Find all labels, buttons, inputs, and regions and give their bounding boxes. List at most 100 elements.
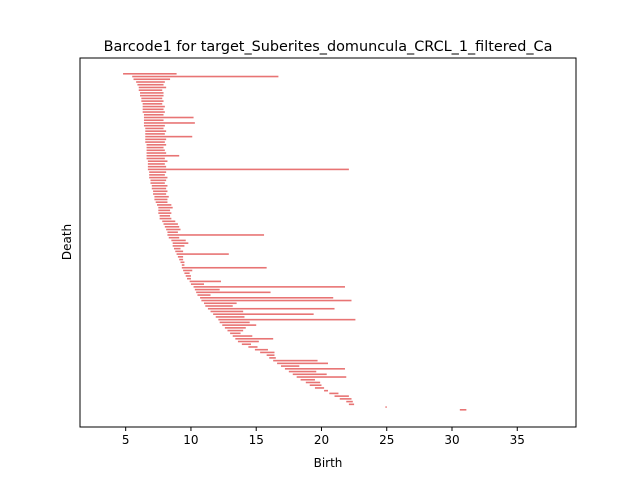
barcode-bar bbox=[346, 400, 353, 403]
barcode-bar bbox=[173, 247, 181, 250]
barcode-bar bbox=[138, 86, 167, 89]
barcode-bar bbox=[181, 266, 267, 269]
barcode-bar bbox=[334, 395, 349, 397]
barcode-bar bbox=[142, 111, 165, 113]
x-tick-label: 20 bbox=[314, 433, 329, 447]
barcode-bar bbox=[200, 297, 334, 299]
barcode-bar bbox=[175, 250, 184, 253]
barcode-bar bbox=[184, 272, 190, 275]
barcode-bar bbox=[141, 100, 164, 102]
barcode-bar bbox=[146, 146, 164, 149]
barcode-bar bbox=[141, 97, 163, 100]
barcode-bar bbox=[189, 280, 221, 283]
barcode-bar bbox=[284, 368, 345, 370]
barcode-bar bbox=[177, 256, 184, 258]
barcode-bar bbox=[187, 277, 191, 280]
barcode-bar bbox=[164, 225, 180, 228]
barcode-bar bbox=[305, 381, 321, 384]
barcode-bar bbox=[348, 403, 355, 406]
barcode-bar bbox=[167, 234, 265, 236]
barcode-bar bbox=[151, 185, 168, 187]
barcode-bar bbox=[159, 217, 172, 220]
barcode-bar bbox=[180, 261, 185, 264]
x-tick-label: 5 bbox=[122, 433, 130, 447]
barcode-bar bbox=[151, 187, 167, 190]
barcode-bar bbox=[158, 209, 171, 212]
barcode-bar bbox=[183, 269, 193, 272]
x-axis-label: Birth bbox=[314, 456, 343, 470]
barcode-bar bbox=[324, 389, 328, 392]
barcode-bar bbox=[142, 105, 165, 108]
barcode-bar bbox=[219, 321, 250, 324]
barcode-bar bbox=[459, 409, 467, 411]
barcode-bar bbox=[153, 193, 167, 195]
barcode-bar bbox=[181, 264, 185, 266]
barcode-bar bbox=[137, 83, 164, 86]
barcode-bar bbox=[329, 392, 339, 395]
barcode-bar bbox=[197, 294, 211, 296]
barcode-bar bbox=[163, 223, 178, 225]
barcode-bar bbox=[145, 141, 165, 143]
barcode-bar bbox=[207, 307, 335, 310]
barcode-bar bbox=[201, 299, 352, 302]
barcode-bar bbox=[143, 122, 195, 124]
barcode-bar bbox=[146, 149, 165, 152]
barcode-bar bbox=[132, 75, 279, 78]
barcode-bar bbox=[154, 195, 169, 198]
barcode-bar bbox=[145, 130, 167, 132]
barcode-bar bbox=[237, 340, 259, 343]
barcode-bar bbox=[155, 201, 168, 203]
barcode-bar bbox=[314, 387, 325, 389]
barcode-bar bbox=[147, 163, 165, 165]
barcode-bar bbox=[143, 116, 194, 119]
barcode-bar bbox=[215, 316, 245, 318]
barcode-bar bbox=[149, 176, 168, 179]
barcode-bar bbox=[185, 275, 191, 277]
barcode-bar bbox=[241, 343, 251, 346]
barcode-bar bbox=[227, 329, 244, 332]
barcode-bar bbox=[232, 335, 253, 337]
barcode-bar bbox=[218, 318, 356, 321]
barcode-bar bbox=[179, 258, 184, 261]
barcode-bar bbox=[193, 286, 345, 288]
barcode-bar bbox=[277, 362, 328, 365]
barcode-bar bbox=[204, 302, 237, 305]
barcode-bar bbox=[168, 236, 180, 239]
barcode-bar bbox=[190, 283, 204, 285]
barcode-bar bbox=[145, 135, 193, 138]
barcode-bar bbox=[147, 168, 349, 171]
barcode-bar bbox=[222, 324, 257, 326]
barcode-bar bbox=[254, 348, 268, 351]
barcode-bar bbox=[213, 313, 314, 315]
barcode-bar bbox=[138, 89, 163, 91]
barcode-bar bbox=[157, 204, 172, 206]
barcode-bar bbox=[143, 119, 164, 122]
barcode-bar bbox=[171, 239, 186, 242]
barcode-bar bbox=[145, 138, 167, 141]
barcode-bar bbox=[145, 127, 164, 130]
barcode-bar bbox=[143, 124, 165, 127]
barcode-bar bbox=[210, 310, 244, 313]
barcode-bar bbox=[166, 228, 181, 231]
barcode-bar bbox=[172, 242, 189, 244]
barcode-bar bbox=[196, 291, 271, 294]
barcode-bar bbox=[140, 94, 164, 97]
barcode-bar bbox=[162, 220, 176, 223]
barcode-bar bbox=[146, 157, 165, 160]
x-tick-label: 10 bbox=[183, 433, 198, 447]
barcode-bar bbox=[140, 92, 164, 94]
barcode-bar bbox=[269, 357, 276, 359]
barcode-bar bbox=[150, 179, 167, 182]
barcode-bar bbox=[133, 78, 171, 81]
barcode-bar bbox=[296, 376, 347, 378]
x-tick-label: 15 bbox=[249, 433, 264, 447]
barcode-bar bbox=[159, 215, 171, 217]
barcode-bar bbox=[149, 174, 165, 176]
barcode-bar bbox=[146, 152, 167, 154]
x-tick-label: 35 bbox=[510, 433, 525, 447]
barcode-bar bbox=[273, 359, 318, 362]
barcode-bar bbox=[260, 351, 275, 354]
barcode-bar bbox=[281, 365, 300, 367]
barcode-bar bbox=[143, 113, 164, 116]
